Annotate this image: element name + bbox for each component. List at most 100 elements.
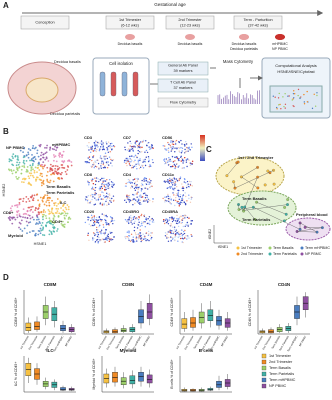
marker-dot [174, 183, 176, 185]
marker-dot [102, 166, 105, 169]
marker-dot [177, 193, 179, 195]
hsne-dot [12, 216, 14, 219]
marker-dot [95, 150, 97, 153]
stage-label: Term - Parturition [243, 18, 272, 22]
marker-dot [105, 199, 108, 201]
marker-dot [125, 162, 127, 165]
marker-dot [147, 234, 150, 236]
marker-dot [184, 229, 186, 232]
marker-dot [136, 168, 138, 170]
marker-dot [190, 164, 192, 166]
hsne-dot [19, 215, 22, 218]
marker-dot [98, 188, 101, 190]
marker-dot [92, 183, 95, 185]
hsne-dot [60, 164, 63, 166]
legend-swatch [300, 252, 304, 256]
marker-dot [104, 165, 106, 167]
hsne-dot [31, 164, 34, 167]
marker-dot [178, 150, 180, 152]
marker-dot [175, 139, 178, 142]
legend-swatch [268, 246, 272, 250]
marker-dot [174, 156, 176, 158]
marker-dot [148, 146, 150, 148]
marker-dot [96, 148, 98, 151]
marker-dot [170, 150, 172, 152]
marker-dot [87, 234, 89, 236]
marker-dot [101, 177, 103, 180]
marker-dot [132, 204, 134, 206]
marker-dot [125, 185, 127, 187]
marker-dot [173, 239, 176, 241]
marker-dot [113, 183, 115, 185]
marker-dot [176, 156, 178, 158]
hsne-dot [66, 204, 69, 206]
marker-dot [89, 202, 91, 204]
thumb-dot [275, 106, 278, 109]
thumb-dot [297, 94, 299, 97]
marker-dot [177, 231, 180, 233]
marker-dot [98, 216, 101, 219]
hsne-dot [23, 162, 26, 165]
hsne-dot [57, 177, 60, 179]
marker-dot [95, 199, 97, 201]
marker-dot [148, 183, 150, 185]
hsne-dot [12, 169, 15, 172]
marker-dot [144, 158, 146, 161]
hsne-dot [21, 230, 24, 232]
tree-node [286, 203, 289, 206]
box [268, 329, 274, 334]
marker-dot [176, 200, 178, 203]
marker-dot [93, 215, 96, 217]
marker-dot [170, 224, 172, 227]
marker-dot [113, 145, 116, 148]
marker-dot [137, 159, 140, 162]
tree-node [256, 186, 260, 190]
marker-dot [178, 179, 180, 182]
hsne-dot [38, 161, 40, 164]
marker-dot [183, 232, 186, 235]
marker-dot [141, 164, 143, 167]
marker-dot [141, 146, 143, 149]
marker-dot [111, 197, 113, 200]
marker-dot [107, 233, 109, 236]
hsne-dot [61, 156, 63, 158]
hsne-dot [12, 157, 14, 160]
marker-dot [145, 149, 148, 152]
hsne-dot [22, 208, 25, 211]
marker-dot [181, 202, 183, 204]
marker-dot [104, 180, 106, 182]
hsne-dot [57, 215, 60, 218]
marker-dot [132, 218, 135, 220]
marker-dot [135, 238, 137, 240]
panel-box [157, 78, 209, 93]
marker-dot [141, 141, 144, 143]
marker-dot [174, 151, 176, 153]
marker-dot [95, 177, 98, 179]
marker-dot [171, 184, 174, 186]
marker-dot [145, 232, 148, 234]
hsne-dot [24, 216, 27, 219]
marker-dot [174, 181, 177, 183]
marker-dot [178, 165, 180, 167]
marker-dot [167, 149, 169, 152]
marker-dot [91, 186, 94, 189]
marker-dot [171, 178, 173, 180]
hsne-dot [21, 181, 23, 183]
hsne-dot [53, 214, 55, 217]
hsne-dot [59, 200, 62, 203]
x-tick-label: Term Basalis [270, 334, 281, 349]
marker-dot [135, 163, 137, 165]
marker-dot [149, 181, 151, 183]
marker-dot [102, 142, 104, 144]
hsne-dot [23, 166, 26, 169]
marker-dot [133, 216, 136, 218]
hsne-dot [32, 218, 35, 221]
marker-dot [152, 161, 154, 164]
hsne-dot [38, 211, 41, 214]
hsne-dot [60, 173, 62, 176]
box [181, 318, 188, 329]
marker-dot [169, 196, 171, 198]
marker-dot [147, 230, 150, 233]
marker-dot [88, 184, 90, 186]
marker-dot [167, 223, 170, 225]
